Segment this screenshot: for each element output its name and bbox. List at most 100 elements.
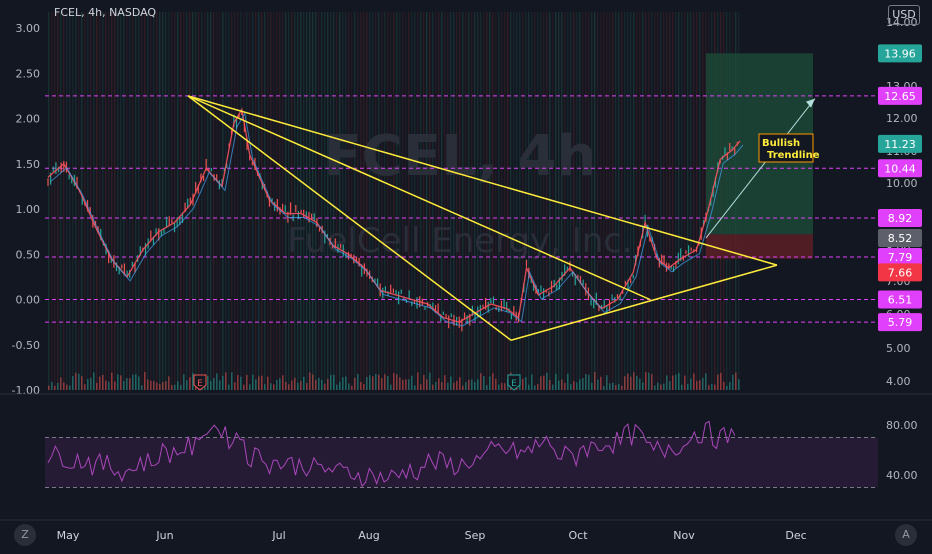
volume-bar xyxy=(600,376,602,390)
volume-stripe xyxy=(372,12,374,390)
volume-bar xyxy=(114,381,116,390)
level-label-6.51: 6.51 xyxy=(888,294,913,307)
trendlines[interactable] xyxy=(187,95,816,341)
volume-stripe xyxy=(300,12,302,390)
volume-bar xyxy=(75,372,77,390)
volume-bar xyxy=(666,375,668,390)
volume-stripe xyxy=(78,12,80,390)
volume-stripe xyxy=(213,12,215,390)
volume-bar xyxy=(681,384,683,390)
volume-bar xyxy=(171,385,173,390)
volume-stripe xyxy=(564,12,566,390)
volume-bar xyxy=(117,374,119,390)
volume-bar xyxy=(246,374,248,390)
volume-bar xyxy=(96,382,98,390)
volume-bar xyxy=(312,374,314,390)
volume-bar xyxy=(270,383,272,390)
volume-bar xyxy=(690,378,692,390)
auto-scale-icon[interactable]: A xyxy=(895,524,917,546)
left-axis-tick: 1.00 xyxy=(16,203,41,216)
volume-stripe xyxy=(597,12,599,390)
volume-bar xyxy=(141,385,143,390)
volume-bar xyxy=(627,373,629,390)
zoom-icon[interactable]: Z xyxy=(14,524,36,546)
volume-bar xyxy=(465,382,467,390)
volume-stripe xyxy=(324,12,326,390)
volume-bar xyxy=(387,376,389,390)
volume-stripe xyxy=(351,12,353,390)
volume-stripe xyxy=(237,12,239,390)
level-label-box xyxy=(878,228,922,247)
volume-bar xyxy=(156,382,158,390)
volume-bar xyxy=(477,379,479,390)
volume-stripe xyxy=(258,12,260,390)
rsi-pane[interactable]: 80.00 40.00 xyxy=(0,393,932,488)
volume-bar xyxy=(354,377,356,390)
volume-stripe xyxy=(336,12,338,390)
volume-stripe xyxy=(636,12,638,390)
volume-stripe xyxy=(441,12,443,390)
symbol-label[interactable]: FCEL xyxy=(54,6,82,19)
volume-bar xyxy=(378,374,380,390)
volume-bar xyxy=(411,375,413,390)
volume-bar xyxy=(180,384,182,390)
volume-bar xyxy=(174,384,176,390)
volume-bar xyxy=(537,384,539,390)
volume-bar xyxy=(654,385,656,390)
left-axis-tick: 3.00 xyxy=(16,22,41,35)
currency-button[interactable]: USD xyxy=(888,5,920,25)
volume-stripe xyxy=(489,12,491,390)
level-label-box xyxy=(878,44,922,63)
volume-stripe xyxy=(165,12,167,390)
right-price-axis[interactable]: 14.0013.0012.0011.0010.009.008.007.006.0… xyxy=(878,16,922,388)
volume-bar xyxy=(147,379,149,390)
volume-stripe xyxy=(657,12,659,390)
volume-stripe xyxy=(540,12,542,390)
volume-stripe xyxy=(615,12,617,390)
volume-bar xyxy=(564,382,566,390)
volume-bar xyxy=(351,385,353,390)
left-price-axis[interactable]: 3.00 2.50 2.00 1.50 1.00 0.50 0.00 -0.50 -1.00 xyxy=(12,22,40,397)
volume-stripe xyxy=(465,12,467,390)
volume-stripe xyxy=(606,12,608,390)
volume-bar xyxy=(720,372,722,390)
level-label-5.79: 5.79 xyxy=(888,316,913,329)
volume-bar xyxy=(495,378,497,390)
volume-stripe xyxy=(459,12,461,390)
volume-bar xyxy=(645,372,647,390)
volume-stripe xyxy=(90,12,92,390)
volume-bar xyxy=(69,385,71,390)
volume-stripe xyxy=(243,12,245,390)
volume-stripe xyxy=(303,12,305,390)
volume-bar xyxy=(534,385,536,390)
volume-stripe xyxy=(315,12,317,390)
stop-zone xyxy=(706,234,813,259)
volume-bar xyxy=(267,376,269,390)
volume-stripe xyxy=(282,12,284,390)
volume-stripe xyxy=(357,12,359,390)
volume-stripe xyxy=(144,12,146,390)
volume-stripe xyxy=(585,12,587,390)
volume-stripe xyxy=(699,12,701,390)
volume-bar xyxy=(297,382,299,390)
volume-stripe xyxy=(309,12,311,390)
volume-bar xyxy=(594,372,596,390)
volume-bar xyxy=(162,382,164,390)
trendline-support xyxy=(510,264,778,341)
interval-label[interactable]: 4h xyxy=(88,6,103,19)
volume-bar xyxy=(78,373,80,390)
volume-stripe xyxy=(633,12,635,390)
volume-stripe xyxy=(384,12,386,390)
volume-bar xyxy=(693,373,695,390)
volume-stripe xyxy=(93,12,95,390)
volume-bar xyxy=(399,377,401,390)
volume-stripe xyxy=(96,12,98,390)
time-axis[interactable]: May Jun Jul Aug Sep Oct Nov Dec xyxy=(0,519,932,542)
level-label-box xyxy=(878,134,922,153)
volume-bar xyxy=(588,374,590,390)
volume-stripe xyxy=(345,12,347,390)
